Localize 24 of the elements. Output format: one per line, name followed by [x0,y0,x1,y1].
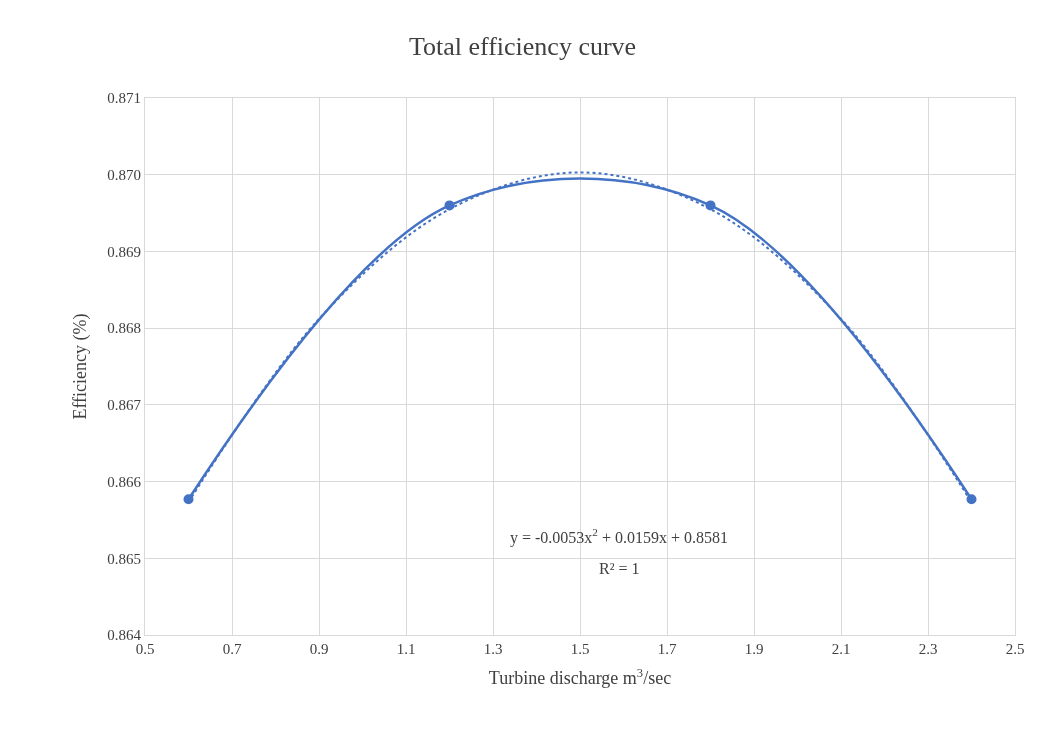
y-tick-label: 0.871 [107,90,141,107]
x-axis-title: Turbine discharge m$^{3}$/sec [488,665,672,689]
x-tick-label: 0.5 [135,641,155,657]
annotation: y = -0.0053x$^{2}$ + 0.0159x + 0.8581 [510,526,728,547]
x-tick-label: 2.1 [831,641,851,657]
chart-title: Total efficiency curve [408,31,637,61]
y-tick-label: 0.864 [107,627,142,644]
y-tick-label: 0.867 [107,397,142,414]
x-tick-label: 1.1 [396,641,416,657]
y-tick-label: 0.865 [107,550,141,567]
annotation: R² = 1 [599,560,640,577]
x-tick-label: 1.9 [744,641,764,657]
y-tick-label: 0.869 [107,243,141,260]
x-tick-label: 1.5 [570,641,590,657]
y-tick-label: 0.866 [107,473,142,490]
x-tick-label: 0.7 [222,641,242,657]
x-tick-label: 2.3 [918,641,938,657]
x-tick-label: 2.5 [1005,641,1025,657]
y-tick-label: 0.868 [107,320,141,337]
x-tick-label: 1.3 [483,641,503,657]
x-tick-label: 0.9 [309,641,329,657]
y-tick-label: 0.870 [107,166,141,183]
x-tick-label: 1.7 [657,641,677,657]
y-axis-title: Efficiency (%) [70,313,92,420]
